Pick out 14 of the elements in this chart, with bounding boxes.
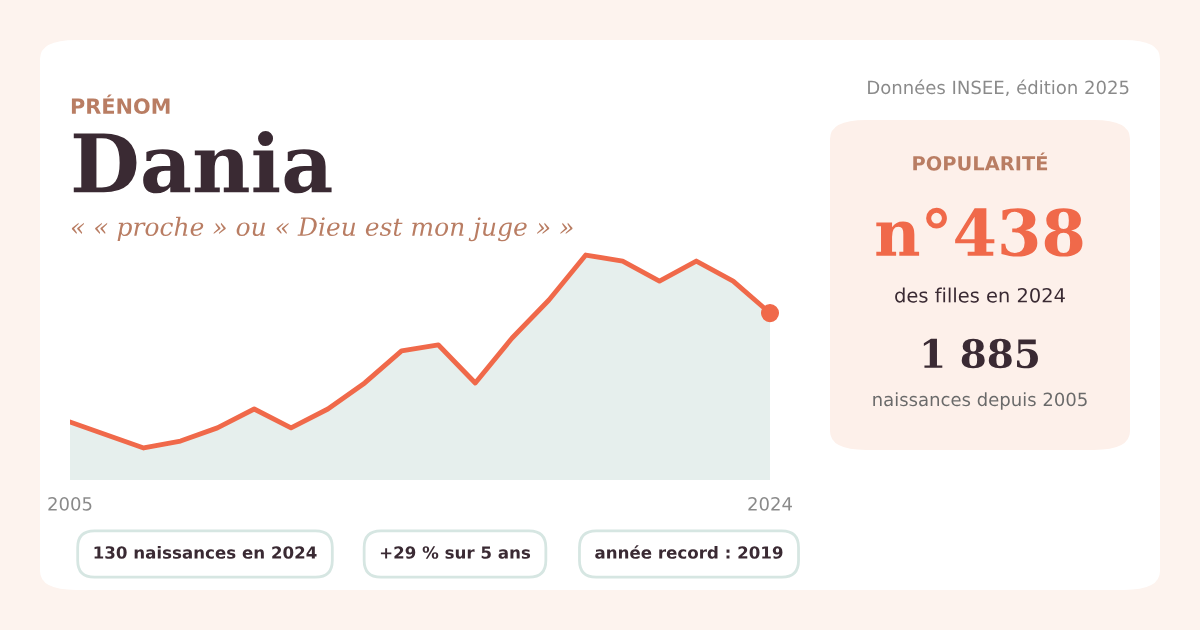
text: année record : 2019 bbox=[595, 545, 783, 559]
x-tick-label: 2005 bbox=[48, 496, 92, 511]
chart-subtitle: « « proche » ou « Dieu est mon juge » » bbox=[71, 216, 573, 242]
text: des filles en 2024 bbox=[895, 287, 1065, 303]
text: +29 % sur 5 ans bbox=[380, 546, 531, 559]
text: POPULARITÉ bbox=[913, 152, 1048, 171]
text: n°438 bbox=[876, 207, 1083, 257]
text: Données INSEE, édition 2025 bbox=[868, 79, 1129, 97]
x-tick-label: 2024 bbox=[748, 496, 792, 511]
text: 1 885 bbox=[923, 338, 1038, 369]
chart-title: Dania bbox=[73, 131, 332, 194]
text: naissances depuis 2005 bbox=[873, 392, 1087, 410]
text: PRÉNOM bbox=[71, 94, 170, 115]
text: 130 naissances en 2024 bbox=[94, 545, 317, 559]
